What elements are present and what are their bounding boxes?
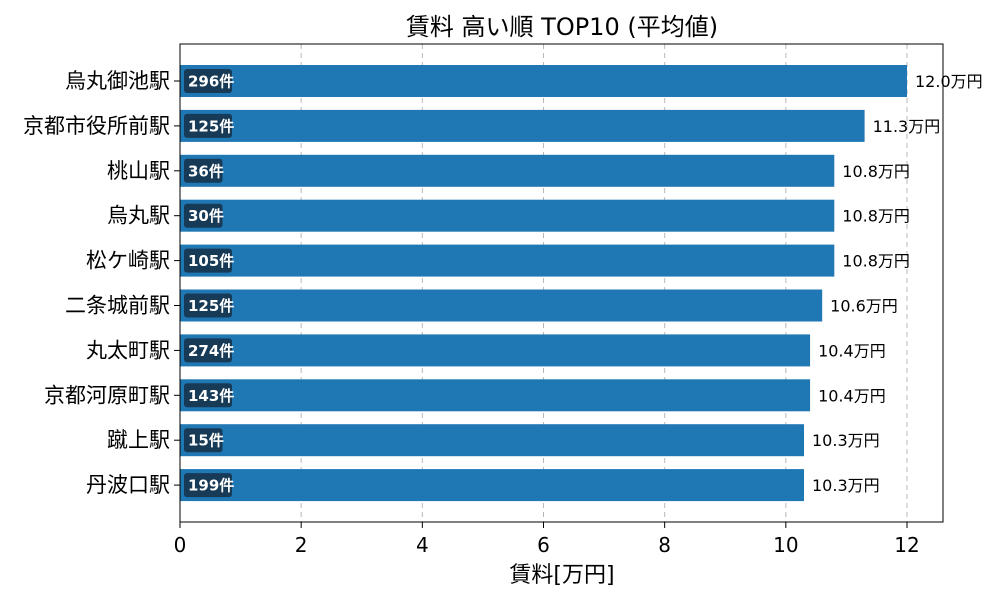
value-label: 11.3万円 (873, 117, 941, 136)
count-label: 30件 (188, 207, 224, 225)
bar (180, 289, 823, 322)
value-label: 10.8万円 (842, 252, 910, 271)
x-tick-label: 0 (174, 533, 187, 557)
bar (180, 424, 805, 457)
count-label: 36件 (188, 162, 224, 180)
y-tick-label: 桃山駅 (107, 159, 170, 183)
count-badge (184, 113, 232, 138)
bar (180, 379, 811, 412)
count-badge (184, 473, 232, 498)
value-label: 10.6万円 (830, 297, 898, 316)
count-badge (184, 248, 232, 273)
y-tick-label: 京都市役所前駅 (23, 114, 170, 138)
x-tick-label: 12 (894, 533, 919, 557)
count-label: 296件 (188, 73, 234, 91)
value-label: 10.4万円 (818, 386, 886, 405)
count-label: 125件 (188, 297, 234, 315)
count-label: 105件 (188, 252, 234, 270)
y-tick-label: 烏丸駅 (107, 204, 170, 228)
count-label: 274件 (188, 342, 234, 360)
value-label: 10.8万円 (842, 162, 910, 181)
x-axis-label: 賃料[万円] (509, 563, 614, 588)
count-badge (184, 338, 232, 363)
bar (180, 109, 865, 142)
bar (180, 65, 907, 97)
value-label: 10.3万円 (812, 431, 880, 450)
y-tick-label: 蹴上駅 (107, 428, 170, 452)
count-label: 199件 (188, 477, 234, 495)
bar (180, 469, 805, 502)
y-tick-label: 京都河原町駅 (44, 383, 170, 407)
count-badge (184, 383, 232, 408)
x-axis-ticks: 0 2 4 6 8 10 12 (174, 522, 920, 557)
chart-title: 賃料 高い順 TOP10 (平均値) (406, 13, 718, 41)
value-label: 10.3万円 (812, 476, 880, 495)
y-tick-label: 松ケ崎駅 (86, 249, 170, 273)
value-label: 10.4万円 (818, 341, 886, 360)
y-tick-label: 丸太町駅 (86, 338, 170, 362)
bar (180, 334, 811, 367)
y-tick-label: 烏丸御池駅 (65, 69, 170, 93)
y-tick-label: 丹波口駅 (86, 473, 170, 497)
x-tick-label: 4 (416, 533, 429, 557)
count-badge (184, 158, 223, 183)
bar (180, 244, 835, 277)
x-tick-label: 8 (658, 533, 671, 557)
value-label: 10.8万円 (842, 207, 910, 226)
count-badge (184, 203, 223, 228)
x-tick-label: 6 (537, 533, 550, 557)
x-tick-label: 10 (773, 533, 798, 557)
count-label: 143件 (188, 387, 234, 405)
x-tick-label: 2 (295, 533, 308, 557)
count-label: 15件 (188, 432, 224, 450)
bars: 296件 12.0万円 125件 11.3万円 36件 10.8万円 30件 10.8万円 10… (180, 65, 983, 502)
bar (180, 154, 835, 187)
bar (180, 199, 835, 232)
count-badge (184, 428, 223, 453)
count-badge (184, 293, 232, 318)
count-badge (184, 69, 232, 93)
y-axis-ticks: 烏丸御池駅京都市役所前駅桃山駅烏丸駅松ケ崎駅二条城前駅丸太町駅京都河原町駅蹴上駅… (23, 69, 180, 497)
y-tick-label: 二条城前駅 (65, 294, 170, 318)
value-label: 12.0万円 (915, 72, 983, 91)
plot-frame (179, 43, 944, 523)
count-label: 125件 (188, 117, 234, 135)
